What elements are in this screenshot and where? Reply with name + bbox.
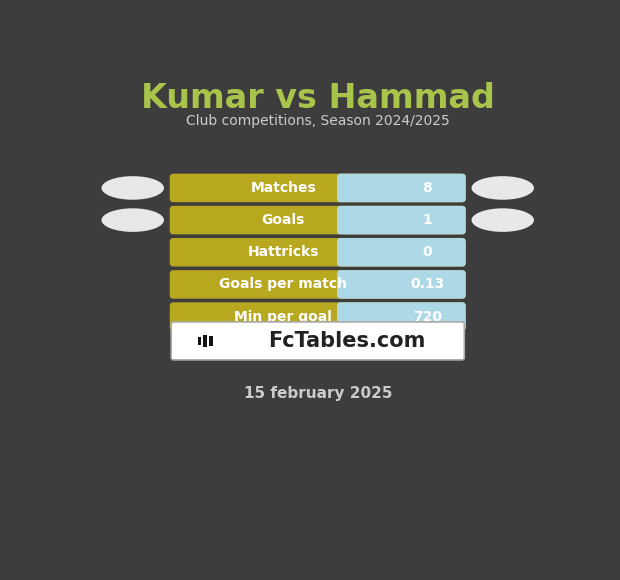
FancyBboxPatch shape	[337, 206, 466, 234]
FancyBboxPatch shape	[170, 270, 466, 299]
FancyBboxPatch shape	[171, 322, 464, 360]
Bar	[203, 335, 207, 347]
FancyBboxPatch shape	[337, 302, 466, 331]
Ellipse shape	[471, 208, 534, 232]
Text: 0.13: 0.13	[410, 277, 445, 291]
FancyBboxPatch shape	[337, 238, 466, 267]
Text: 720: 720	[413, 310, 442, 324]
Bar	[341, 306, 350, 327]
Ellipse shape	[471, 176, 534, 200]
Bar	[341, 241, 350, 263]
Text: 1: 1	[422, 213, 432, 227]
Bar	[341, 274, 350, 295]
Text: Matches: Matches	[250, 181, 316, 195]
Bar	[198, 337, 202, 345]
Text: FcTables.com: FcTables.com	[268, 331, 425, 351]
FancyBboxPatch shape	[170, 173, 466, 202]
Ellipse shape	[102, 208, 164, 232]
Text: 8: 8	[422, 181, 432, 195]
Text: Hattricks: Hattricks	[247, 245, 319, 259]
FancyBboxPatch shape	[170, 206, 466, 234]
FancyBboxPatch shape	[170, 238, 466, 267]
Bar	[209, 336, 213, 346]
Bar	[341, 209, 350, 231]
FancyBboxPatch shape	[170, 302, 466, 331]
Text: 15 february 2025: 15 february 2025	[244, 386, 392, 401]
Text: Goals per match: Goals per match	[219, 277, 347, 291]
Text: Kumar vs Hammad: Kumar vs Hammad	[141, 82, 495, 115]
Text: Club competitions, Season 2024/2025: Club competitions, Season 2024/2025	[186, 114, 450, 128]
Text: Min per goal: Min per goal	[234, 310, 332, 324]
Bar	[341, 177, 350, 199]
Text: 0: 0	[422, 245, 432, 259]
FancyBboxPatch shape	[337, 173, 466, 202]
Text: Goals: Goals	[262, 213, 305, 227]
FancyBboxPatch shape	[337, 270, 466, 299]
Ellipse shape	[102, 176, 164, 200]
